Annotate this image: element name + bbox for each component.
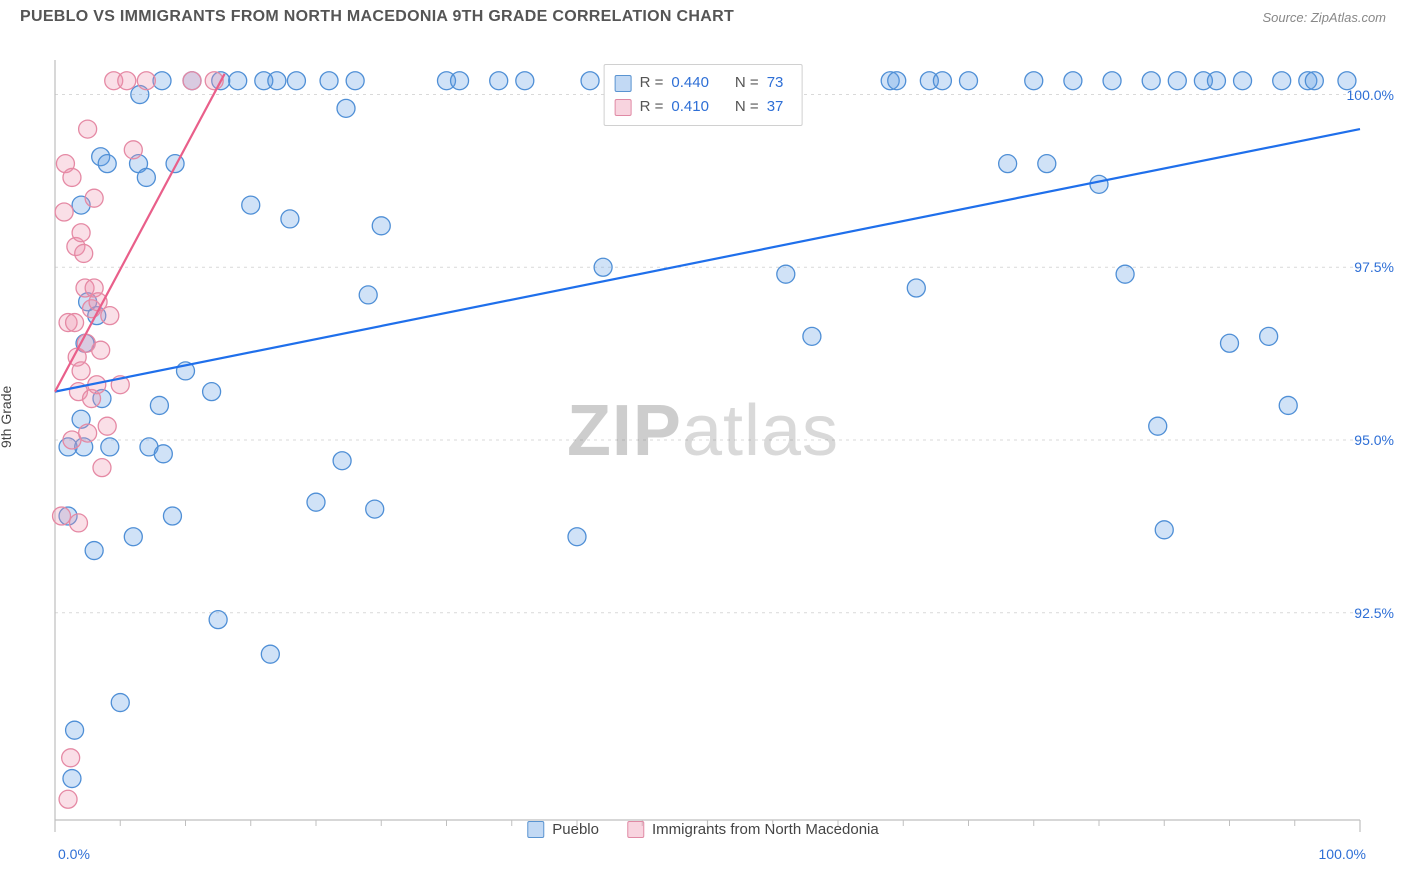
x-axis-labels: 0.0% 100.0% [0,846,1406,862]
chart-title: PUEBLO VS IMMIGRANTS FROM NORTH MACEDONI… [20,8,734,26]
stats-swatch-series2 [615,99,632,116]
scatter-chart-svg [0,28,1406,868]
y-tick-label: 100.0% [1347,87,1394,103]
legend-item-series1: Pueblo [527,821,599,838]
stats-box: R = 0.440 N = 73 R = 0.410 N = 37 [604,64,803,126]
source-label: Source: ZipAtlas.com [1262,10,1386,25]
chart-area: 9th Grade ZIPatlas R = 0.440 N = 73 R = … [0,28,1406,868]
x-axis-min-label: 0.0% [58,846,90,862]
stats-r-series2: 0.410 [671,95,709,119]
x-axis-max-label: 100.0% [1319,846,1366,862]
legend-label-series2: Immigrants from North Macedonia [652,821,879,838]
legend-swatch-series2 [627,821,644,838]
stats-r-series1: 0.440 [671,71,709,95]
legend-swatch-series1 [527,821,544,838]
stats-row-series2: R = 0.410 N = 37 [615,95,784,119]
y-tick-label: 95.0% [1354,432,1394,448]
stats-swatch-series1 [615,75,632,92]
y-tick-label: 92.5% [1354,605,1394,621]
stats-n-series1: 73 [767,71,784,95]
stats-row-series1: R = 0.440 N = 73 [615,71,784,95]
bottom-legend: Pueblo Immigrants from North Macedonia [527,821,878,838]
legend-label-series1: Pueblo [552,821,599,838]
legend-item-series2: Immigrants from North Macedonia [627,821,879,838]
y-axis-label: 9th Grade [0,386,14,448]
stats-n-series2: 37 [767,95,784,119]
y-tick-label: 97.5% [1354,259,1394,275]
